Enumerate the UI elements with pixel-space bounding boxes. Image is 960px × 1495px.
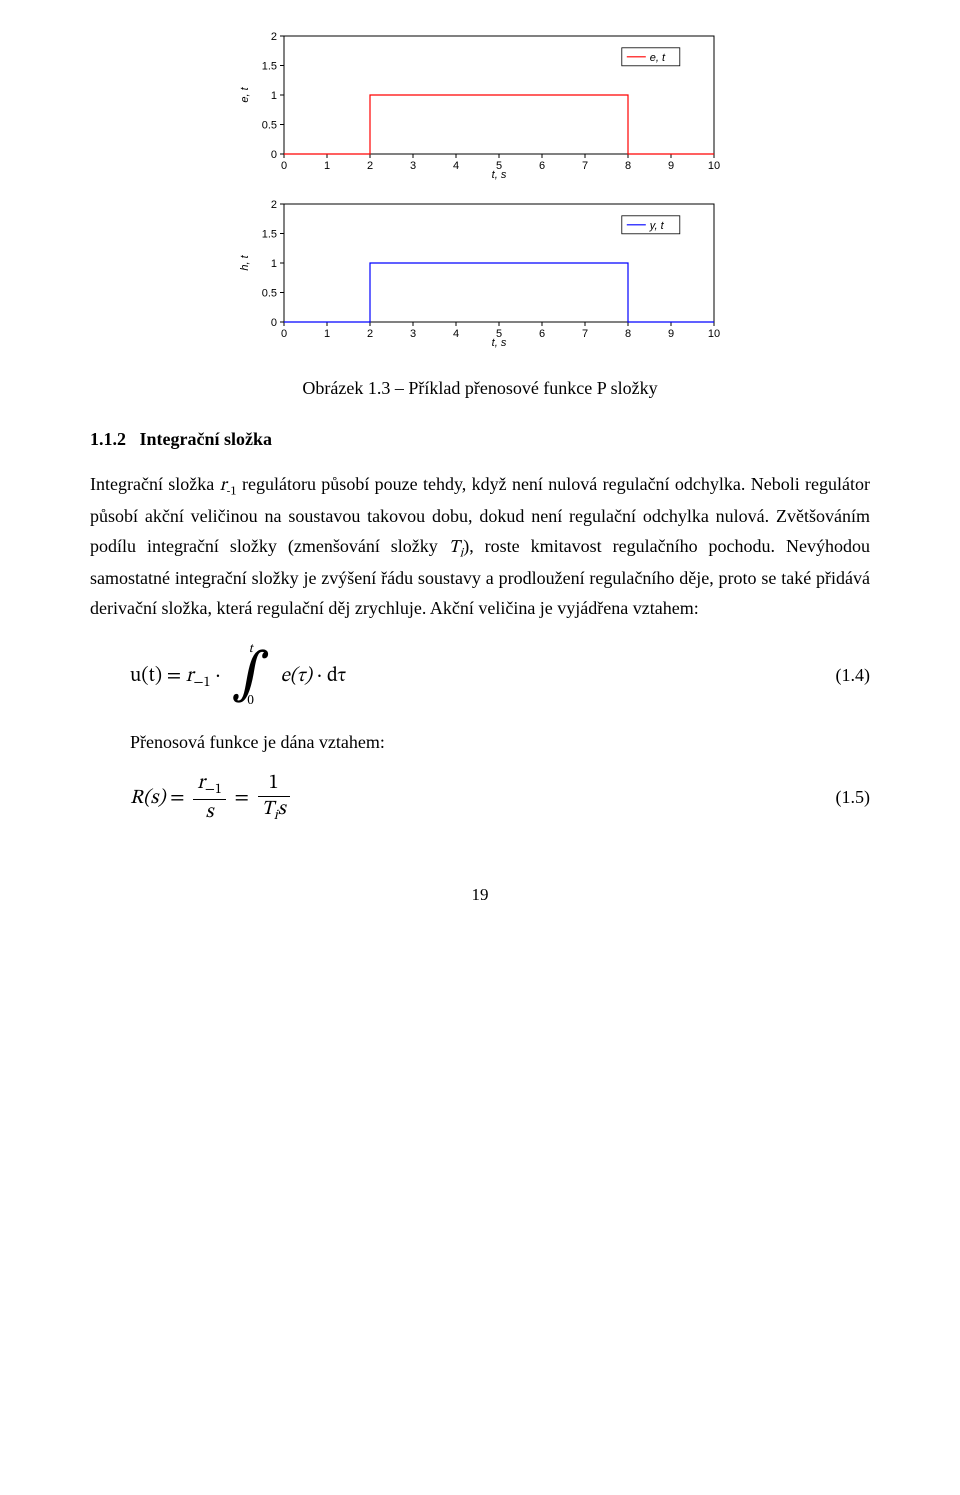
f2-frac1-den: s [193,800,226,825]
svg-text:7: 7 [582,328,588,340]
svg-text:h, t: h, t [239,254,251,270]
f2-frac2-den-a: T [262,799,274,819]
fraction-2: 1 Tis [258,771,290,825]
svg-text:0: 0 [281,328,287,340]
chart-2: 01234567891000.511.52t, sh, ty, t [236,198,724,348]
f2-frac1-num-sub: −1 [205,783,222,797]
svg-text:4: 4 [453,160,459,172]
f2-lhs: R(s) [130,788,165,808]
formula-2-row: R(s) = r−1 s = 1 Tis (1.5) [90,771,870,825]
fraction-1: r−1 s [193,771,226,825]
f2-frac2-den-b: s [278,799,286,819]
svg-text:1.5: 1.5 [262,229,277,241]
svg-text:8: 8 [625,328,631,340]
subheading: 1.1.2 Integrační složka [90,429,870,450]
f1-dvar: dτ [327,666,346,686]
svg-text:0.5: 0.5 [262,288,277,300]
svg-text:9: 9 [668,160,674,172]
svg-text:10: 10 [708,328,720,340]
figure-caption: Obrázek 1.3 – Příklad přenosové funkce P… [90,378,870,399]
svg-text:7: 7 [582,160,588,172]
paragraph: Integrační složka r-1 regulátoru působí … [90,470,870,624]
svg-text:0.5: 0.5 [262,120,277,132]
f1-lhs: u(t) [130,666,162,686]
f1-lower: 0 [247,694,253,710]
integral-icon: t ∫ 0 [231,648,269,704]
svg-text:1: 1 [324,160,330,172]
svg-text:8: 8 [625,160,631,172]
svg-text:2: 2 [271,199,277,211]
f1-upper: t [249,642,253,658]
svg-text:6: 6 [539,160,545,172]
f1-coef-sub: −1 [193,676,210,690]
f2-frac2-num: 1 [258,771,290,797]
subheading-number: 1.1.2 [90,429,126,449]
svg-text:1: 1 [271,258,277,270]
figure-block: 01234567891000.511.52t, se, te, t 012345… [90,30,870,348]
svg-text:e, t: e, t [650,52,666,64]
svg-text:10: 10 [708,160,720,172]
svg-text:t, s: t, s [492,169,507,180]
svg-text:6: 6 [539,328,545,340]
svg-text:e, t: e, t [239,86,251,102]
svg-text:0: 0 [271,149,277,161]
f1-integrand: e(τ) [280,666,311,686]
svg-text:0: 0 [281,160,287,172]
svg-text:t, s: t, s [492,337,507,348]
formula-1: u(t) = r−1 · t ∫ 0 e(τ) · dτ [90,648,810,704]
svg-text:2: 2 [367,328,373,340]
svg-text:1: 1 [324,328,330,340]
page-number: 19 [90,885,870,905]
f2-frac1-num: r [197,773,205,793]
svg-text:3: 3 [410,328,416,340]
svg-text:3: 3 [410,160,416,172]
subheading-title: Integrační složka [140,429,273,449]
svg-text:9: 9 [668,328,674,340]
page: 01234567891000.511.52t, se, te, t 012345… [0,0,960,945]
formula-1-row: u(t) = r−1 · t ∫ 0 e(τ) · dτ (1.4) [90,648,870,704]
svg-text:2: 2 [271,31,277,43]
chart-1: 01234567891000.511.52t, se, te, t [236,30,724,180]
formula-1-number: (1.4) [810,665,870,686]
formula-2-number: (1.5) [810,787,870,808]
svg-text:y, t: y, t [649,220,665,232]
formula-2: R(s) = r−1 s = 1 Tis [90,771,810,825]
svg-text:2: 2 [367,160,373,172]
svg-text:1.5: 1.5 [262,61,277,73]
between-text: Přenosová funkce je dána vztahem: [90,732,870,753]
svg-text:0: 0 [271,317,277,329]
svg-text:4: 4 [453,328,459,340]
svg-text:1: 1 [271,90,277,102]
